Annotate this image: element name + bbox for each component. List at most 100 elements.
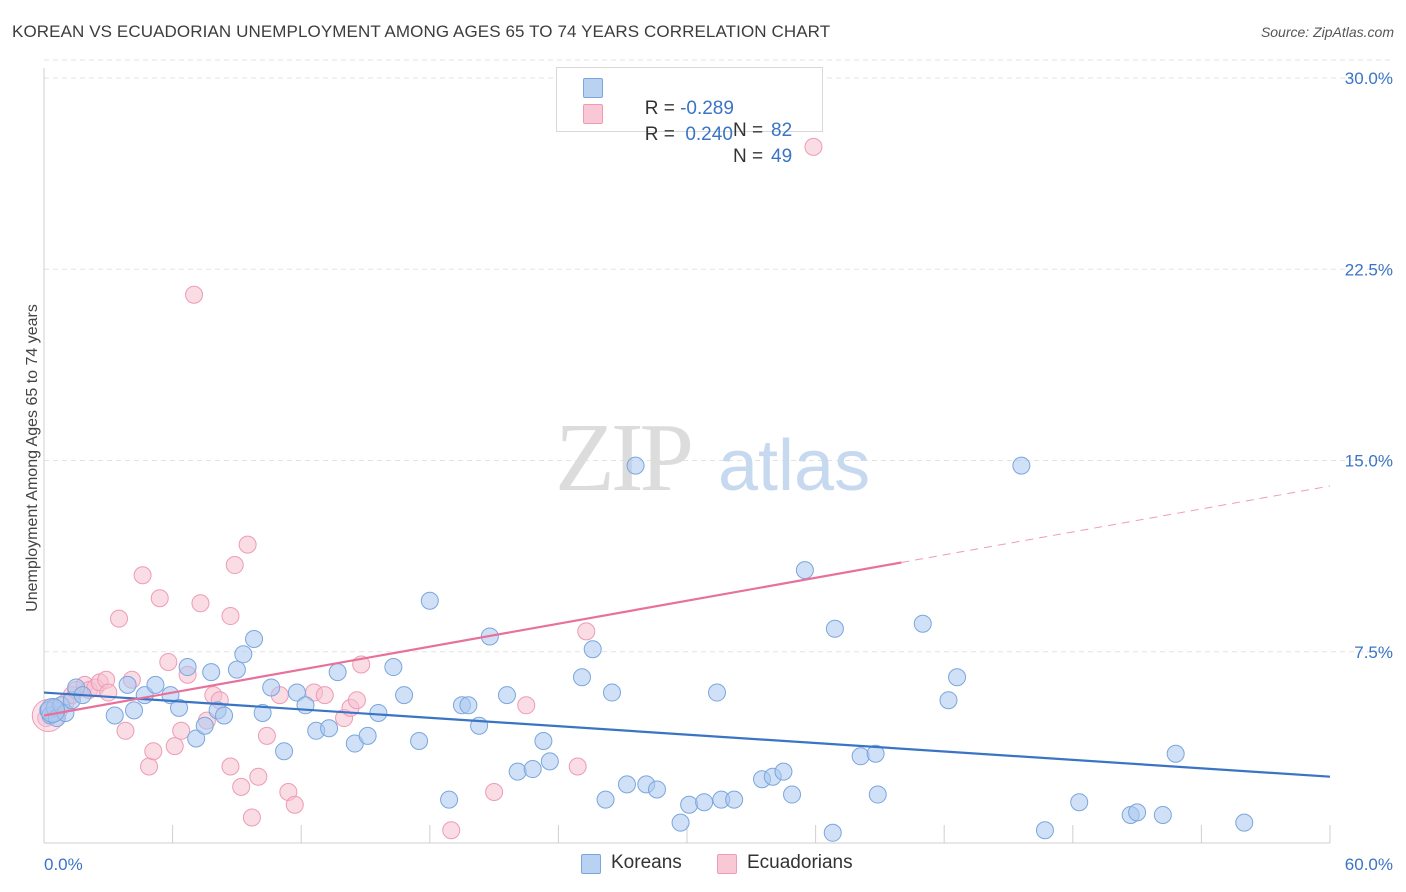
ecuadorian-point — [315, 686, 334, 705]
korean-point — [1070, 793, 1089, 812]
korean-point — [1012, 456, 1031, 475]
korean-point — [328, 663, 347, 682]
ecuadorian-point — [221, 607, 240, 626]
y-tick-label: 22.5% — [1345, 260, 1393, 279]
korean-point — [868, 785, 887, 804]
korean-point — [783, 785, 802, 804]
korean-point — [1153, 805, 1172, 824]
ecuadorian-point — [568, 757, 587, 776]
korean-point — [384, 658, 403, 677]
ecuadorian-point — [238, 535, 257, 554]
korean-point — [253, 703, 272, 722]
koreans-swatch — [581, 854, 601, 874]
korean-point — [948, 668, 967, 687]
ecuadorians-swatch — [583, 104, 603, 124]
n-label: N = — [733, 146, 769, 167]
korean-point — [508, 762, 527, 781]
ecuadorian-point — [150, 589, 169, 608]
korean-point — [626, 456, 645, 475]
chart-title: KOREAN VS ECUADORIAN UNEMPLOYMENT AMONG … — [12, 22, 831, 41]
y-tick-label: 7.5% — [1354, 643, 1393, 662]
koreans-points — [39, 456, 1254, 842]
ecuadorian-point — [242, 808, 261, 827]
ecuadorian-point — [159, 652, 178, 671]
korean-point — [227, 660, 246, 679]
korean-point — [523, 760, 542, 779]
korean-point — [795, 561, 814, 580]
legend-row-koreans: R = -0.289 N = 82 — [557, 76, 822, 141]
korean-point — [195, 716, 214, 735]
korean-point — [395, 686, 414, 705]
ecuadorian-point — [577, 622, 596, 641]
korean-point — [939, 691, 958, 710]
korean-point — [170, 698, 189, 717]
ecuadorians-trend-line — [43, 561, 902, 717]
korean-point — [118, 675, 137, 694]
koreans-swatch — [583, 78, 603, 98]
korean-point — [866, 744, 885, 763]
ecuadorian-point — [257, 726, 276, 745]
ecuadorian-point — [185, 285, 204, 304]
r-value-koreans: -0.289 — [680, 98, 734, 119]
korean-point — [459, 696, 478, 715]
ecuadorian-point — [144, 742, 163, 761]
korean-point — [913, 614, 932, 633]
korean-point — [671, 813, 690, 832]
korean-point — [1166, 744, 1185, 763]
ecuadorian-point — [442, 821, 461, 840]
ecuadorian-point — [116, 721, 135, 740]
y-tick-label: 30.0% — [1345, 69, 1393, 88]
y-axis-label: Unemployment Among Ages 65 to 74 years — [24, 304, 41, 612]
legend-stats: R = -0.289 N = 82 R = 0.240 N = 49 — [556, 67, 823, 167]
ecuadorian-point — [485, 783, 504, 801]
korean-point — [262, 678, 281, 697]
trend-lines — [43, 485, 1331, 778]
ecuadorian-point — [221, 757, 240, 776]
n-label: N = — [733, 120, 769, 141]
korean-point — [178, 658, 197, 677]
legend-series: Koreans Ecuadorians — [0, 851, 1406, 879]
korean-point — [1128, 803, 1147, 822]
legend-label-koreans: Koreans — [611, 852, 682, 873]
korean-point — [358, 726, 377, 745]
korean-point — [215, 706, 234, 725]
korean-point — [680, 795, 699, 814]
korean-point — [617, 775, 636, 794]
r-label: R = — [644, 124, 681, 145]
ecuadorian-point — [191, 594, 210, 613]
n-value-koreans: 82 — [771, 120, 793, 141]
korean-point — [825, 619, 844, 638]
korean-point — [725, 790, 744, 809]
korean-point — [287, 683, 306, 702]
ecuadorian-point — [249, 767, 268, 786]
korean-point — [602, 683, 621, 702]
watermark-atlas: atlas — [718, 426, 870, 506]
source-label: Source: ZipAtlas.com — [1260, 24, 1394, 40]
korean-point — [245, 630, 264, 648]
korean-point — [540, 752, 559, 771]
x-tick-label: 0.0% — [44, 855, 83, 874]
korean-point — [187, 729, 206, 748]
korean-point — [420, 591, 439, 610]
korean-point — [708, 683, 727, 702]
korean-point — [695, 793, 714, 812]
ecuadorian-point — [232, 777, 251, 796]
ecuadorian-point — [804, 137, 823, 156]
korean-point — [572, 668, 591, 687]
korean-point — [1235, 813, 1254, 832]
korean-point — [774, 762, 793, 781]
ecuadorians-swatch — [717, 854, 737, 874]
r-value-ecuadorians: 0.240 — [680, 124, 733, 145]
korean-point — [583, 640, 602, 659]
korean-point — [851, 747, 870, 766]
legend-row-ecuadorians: R = 0.240 N = 49 — [557, 102, 822, 167]
n-value-ecuadorians: 49 — [771, 146, 793, 167]
koreans-trend-line — [43, 691, 1331, 778]
ecuadorians-trend-extension — [901, 485, 1331, 563]
tick-labels: 7.5% 15.0% 22.5% 30.0% 0.0% 60.0% — [44, 69, 1393, 874]
korean-point — [125, 701, 144, 720]
ecuadorian-point — [133, 566, 152, 585]
korean-point — [647, 780, 666, 799]
ecuadorian-point — [110, 609, 129, 628]
